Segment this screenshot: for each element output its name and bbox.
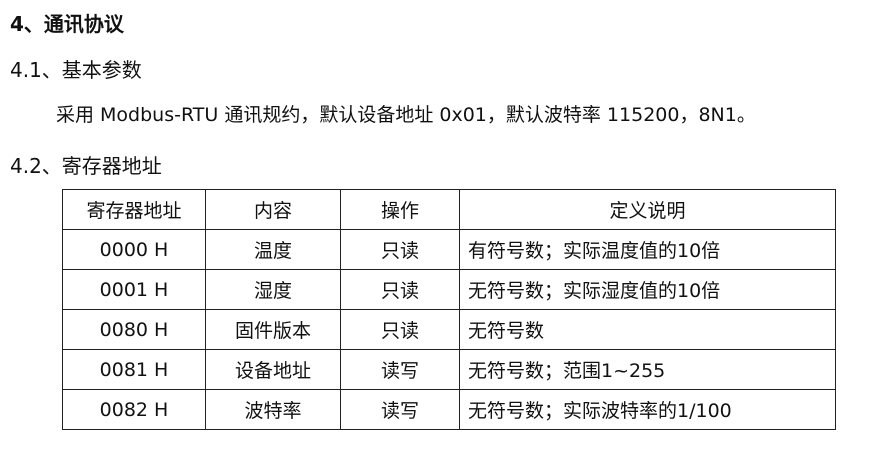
address-cell: 0000 H — [62, 229, 206, 270]
header-cell: 寄存器地址 — [62, 189, 206, 230]
content-cell: 波特率 — [205, 389, 341, 430]
section-heading: 4、通讯协议 — [10, 12, 124, 36]
content-cell: 设备地址 — [205, 349, 341, 390]
table-row: 0001 H 湿度 只读 无符号数；实际湿度值的10倍 — [62, 269, 836, 310]
basic-params-text: 采用 Modbus-RTU 通讯规约，默认设备地址 0x01，默认波特率 115… — [56, 104, 756, 126]
header-cell: 操作 — [340, 189, 460, 230]
header-cell: 内容 — [205, 189, 341, 230]
address-cell: 0080 H — [62, 309, 206, 350]
address-cell: 0001 H — [62, 269, 206, 310]
register-table: 寄存器地址 内容 操作 定义说明 0000 H 温度 只读 有符号数；实际温度值的10… — [62, 189, 836, 430]
subsection-title-registers: 4.2、寄存器地址 — [10, 154, 162, 178]
description-cell: 无符号数；实际波特率的1/100 — [459, 389, 836, 430]
table-row: 0081 H 设备地址 读写 无符号数；范围1~255 — [62, 349, 836, 390]
content-cell: 湿度 — [205, 269, 341, 310]
operation-cell: 只读 — [340, 269, 460, 310]
description-cell: 无符号数；实际湿度值的10倍 — [459, 269, 836, 310]
table-header-row: 寄存器地址 内容 操作 定义说明 — [62, 189, 836, 230]
operation-cell: 只读 — [340, 309, 460, 350]
table-row: 0080 H 固件版本 只读 无符号数 — [62, 309, 836, 350]
operation-cell: 只读 — [340, 229, 460, 270]
table-row: 0082 H 波特率 读写 无符号数；实际波特率的1/100 — [62, 389, 836, 430]
content-cell: 温度 — [205, 229, 341, 270]
table-row: 0000 H 温度 只读 有符号数；实际温度值的10倍 — [62, 229, 836, 270]
description-cell: 无符号数；范围1~255 — [459, 349, 836, 390]
operation-cell: 读写 — [340, 389, 460, 430]
subsection-title-basic-params: 4.1、基本参数 — [10, 58, 142, 82]
address-cell: 0081 H — [62, 349, 206, 390]
description-cell: 无符号数 — [459, 309, 836, 350]
operation-cell: 读写 — [340, 349, 460, 390]
address-cell: 0082 H — [62, 389, 206, 430]
header-cell: 定义说明 — [459, 189, 836, 230]
description-cell: 有符号数；实际温度值的10倍 — [459, 229, 836, 270]
content-cell: 固件版本 — [205, 309, 341, 350]
